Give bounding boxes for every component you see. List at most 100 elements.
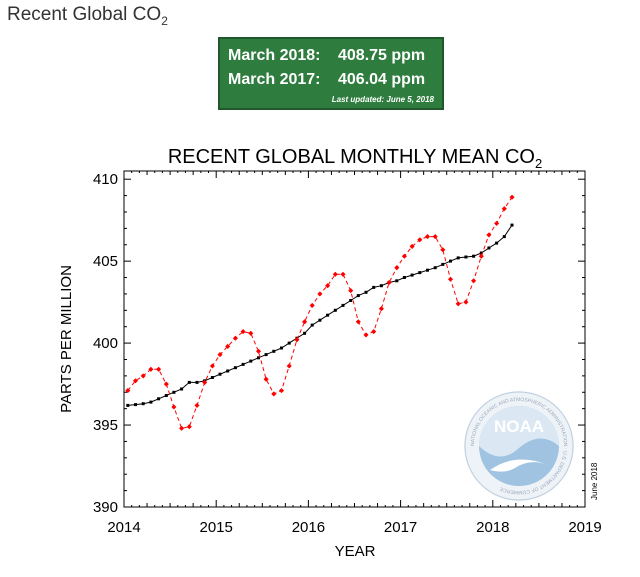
monthly-mean-point [378, 306, 384, 312]
trend-point [310, 323, 314, 327]
trend-point [326, 313, 330, 317]
y-tick-label: 410 [93, 171, 118, 188]
trend-point [264, 353, 268, 357]
trend-point [149, 400, 153, 404]
monthly-mean-point [186, 424, 192, 430]
y-axis-ticks: 390 395 400 405 410 [93, 171, 585, 516]
trend-point [379, 284, 383, 288]
trend-point [433, 266, 437, 270]
monthly-mean-point [132, 378, 139, 384]
stat-label-current: March 2018: [228, 47, 321, 64]
monthly-mean-point [363, 332, 369, 338]
monthly-mean-point [424, 234, 431, 240]
trend-point [410, 273, 414, 277]
monthly-mean-point [202, 379, 208, 385]
trend-point [472, 254, 476, 258]
trend-point [226, 369, 230, 373]
trend-point [402, 276, 406, 279]
version-note: June 2018 [590, 462, 599, 500]
monthly-mean-point [317, 291, 323, 297]
trend-series [126, 223, 514, 407]
monthly-mean-point [171, 404, 177, 410]
monthly-mean-point [309, 302, 315, 308]
monthly-mean-point [348, 288, 354, 294]
trend-point [180, 387, 184, 391]
trend-point [372, 285, 376, 289]
trend-point [426, 268, 429, 272]
trend-point [233, 366, 237, 370]
trend-point [502, 235, 506, 239]
monthly-mean-series [125, 194, 515, 431]
monthly-mean-point [478, 253, 484, 259]
trend-point [341, 303, 345, 307]
y-tick-label: 400 [93, 335, 118, 352]
monthly-mean-point [409, 243, 415, 249]
monthly-mean-point [471, 278, 477, 284]
monthly-mean-point [371, 329, 377, 335]
page-heading: Recent Global CO2 [7, 4, 168, 28]
monthly-mean-point [232, 335, 238, 341]
last-updated-text: Last updated: June 5, 2018 [331, 95, 434, 104]
monthly-mean-point [179, 425, 185, 431]
x-tick-label: 2016 [292, 519, 325, 536]
trend-point [456, 256, 460, 260]
y-tick-label: 395 [93, 417, 118, 434]
monthly-mean-point [240, 329, 246, 335]
trend-point [333, 308, 337, 312]
trend-line-path [127, 224, 513, 406]
x-axis-label: YEAR [335, 543, 376, 560]
x-tick-label: 2018 [476, 519, 509, 536]
trend-point [210, 376, 214, 379]
monthly-mean-point [209, 363, 215, 369]
monthly-mean-point [494, 220, 500, 226]
x-axis-ticks: 2014 2015 2016 2017 2018 2019 [107, 171, 602, 536]
monthly-mean-point [194, 402, 200, 408]
chart-title: RECENT GLOBAL MONTHLY MEAN CO2 [168, 146, 542, 171]
monthly-mean-point [340, 271, 346, 277]
x-tick-label: 2017 [384, 519, 417, 536]
trend-point [349, 299, 353, 302]
monthly-mean-point [440, 247, 446, 253]
trend-point [241, 362, 245, 366]
trend-point [257, 356, 260, 360]
trend-point [449, 259, 452, 263]
monthly-mean-point [501, 206, 507, 212]
trend-point [287, 341, 291, 345]
trend-point [126, 403, 130, 407]
trend-point [441, 262, 445, 266]
y-tick-label: 405 [93, 253, 118, 270]
stat-value-previous: 406.04 ppm [338, 71, 426, 88]
x-tick-label: 2015 [200, 519, 233, 536]
noaa-logo-text: NOAA [494, 417, 544, 436]
monthly-mean-point [286, 363, 292, 369]
monthly-mean-point [332, 271, 338, 277]
stat-row-previous: March 2017: 406.04 ppm [228, 71, 425, 89]
trend-point [464, 255, 468, 259]
monthly-mean-point [156, 366, 162, 372]
monthly-mean-point [225, 343, 231, 349]
trend-point [141, 402, 145, 406]
monthly-mean-point [302, 319, 308, 325]
trend-point [395, 279, 399, 283]
stat-row-current: March 2018: 408.75 ppm [228, 47, 425, 65]
trend-point [364, 290, 368, 294]
monthly-mean-point [394, 265, 400, 271]
trend-point [134, 403, 137, 407]
trend-point [195, 380, 199, 384]
monthly-mean-point [447, 276, 454, 282]
trend-point [318, 318, 322, 322]
trend-point [510, 223, 514, 227]
monthly-mean-point [248, 330, 254, 336]
x-tick-label: 2014 [107, 519, 140, 536]
trend-point [303, 331, 307, 335]
trend-point [249, 359, 253, 363]
monthly-mean-line [127, 196, 513, 429]
co2-stats-box: March 2018: 408.75 ppm March 2017: 406.04 … [218, 37, 444, 110]
trend-point [157, 397, 161, 401]
trend-point [187, 380, 191, 384]
monthly-mean-point [148, 366, 154, 372]
trend-point [495, 241, 499, 245]
monthly-mean-point [294, 337, 300, 343]
trend-point [280, 346, 283, 350]
trend-point [272, 349, 276, 353]
